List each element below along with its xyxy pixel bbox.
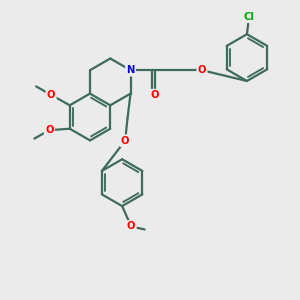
Text: O: O: [47, 90, 56, 100]
Text: O: O: [151, 90, 159, 100]
Text: O: O: [45, 125, 54, 135]
Text: N: N: [126, 65, 135, 75]
Text: Cl: Cl: [244, 12, 255, 22]
Text: O: O: [121, 136, 129, 146]
Text: O: O: [127, 221, 135, 232]
Text: O: O: [198, 65, 206, 75]
